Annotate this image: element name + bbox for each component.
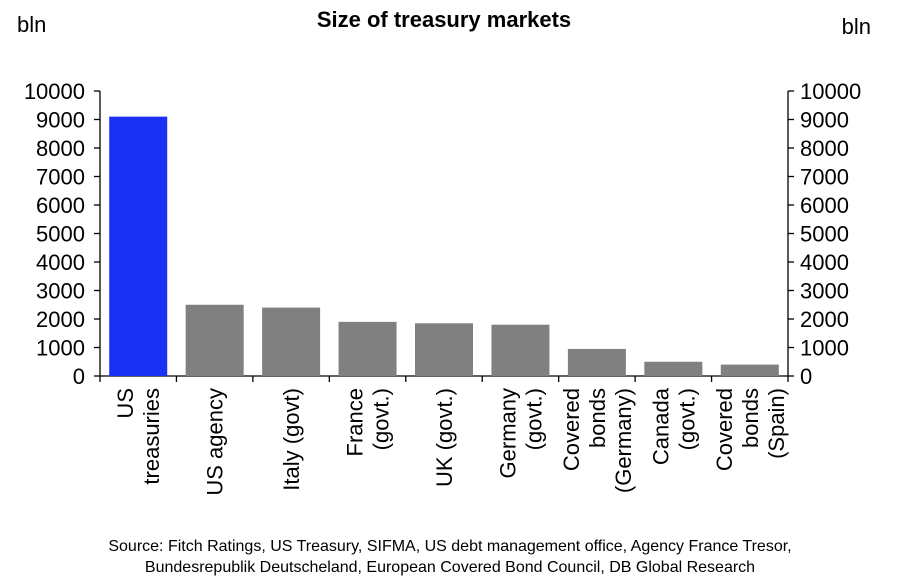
bar-0	[109, 116, 168, 377]
source-line-1: Source: Fitch Ratings, US Treasury, SIFM…	[108, 538, 792, 555]
category-label-8: Coveredbonds(Spain)	[712, 388, 789, 471]
y-tick-label-right: 7000	[800, 165, 849, 190]
bar-1	[185, 304, 244, 376]
category-label-line: US agency	[203, 388, 228, 496]
category-label-0: UStreasuries	[113, 388, 164, 485]
category-label-line: Italy (govt)	[279, 388, 304, 491]
y-tick-label-left: 4000	[36, 250, 85, 275]
category-label-3: France(govt.)	[343, 388, 394, 456]
y-tick-label-right: 0	[800, 364, 812, 389]
category-label-line: Covered	[712, 388, 737, 471]
category-label-line: bonds	[585, 388, 610, 448]
bar-chart: Size of treasury markets bln bln 0 0 1000 1…	[17, 7, 871, 496]
category-label-line: UK (govt.)	[432, 388, 457, 487]
right-axis-unit: bln	[842, 14, 871, 39]
y-tick-label-right: 5000	[800, 222, 849, 247]
bar-8	[720, 364, 779, 376]
category-label-line: France	[343, 388, 368, 456]
category-label-2: Italy (govt)	[279, 388, 304, 491]
y-tick-label-left: 7000	[36, 165, 85, 190]
category-label-line: US	[113, 388, 138, 419]
y-tick-label-left: 0	[73, 364, 85, 389]
y-tick-label-left: 2000	[36, 307, 85, 332]
y-tick-label-right: 10000	[800, 79, 861, 104]
category-label-line: bonds	[738, 388, 763, 448]
source-note: Source: Fitch Ratings, US Treasury, SIFM…	[0, 536, 900, 578]
category-label-6: Coveredbonds(Germany)	[559, 388, 636, 493]
y-tick-label-right: 2000	[800, 307, 849, 332]
source-line-2: Bundesrepublik Deutscheland, European Co…	[144, 559, 756, 576]
category-label-line: (govt.)	[521, 388, 546, 450]
category-label-line: (Spain)	[764, 388, 789, 459]
y-tick-label-right: 3000	[800, 279, 849, 304]
y-tick-label-left: 8000	[36, 136, 85, 161]
y-tick-label-left: 5000	[36, 222, 85, 247]
y-tick-label-right: 8000	[800, 136, 849, 161]
category-label-4: UK (govt.)	[432, 388, 457, 487]
left-axis-unit: bln	[17, 12, 46, 37]
bar-3	[338, 321, 397, 376]
category-label-line: Canada	[648, 387, 673, 465]
y-tick-label-left: 6000	[36, 193, 85, 218]
category-label-line: Covered	[559, 388, 584, 471]
y-tick-label-left: 9000	[36, 108, 85, 133]
category-label-7: Canada(govt.)	[648, 387, 699, 465]
plot-area: 0 0 1000 1000 2000 2000 3000 3000 4000 4000 5000 50…	[24, 79, 861, 496]
y-tick-label-left: 10000	[24, 79, 85, 104]
y-tick-label-left: 1000	[36, 336, 85, 361]
y-tick-label-left: 3000	[36, 279, 85, 304]
bar-4	[415, 323, 473, 376]
bar-6	[567, 348, 626, 376]
y-tick-label-right: 4000	[800, 250, 849, 275]
y-tick-label-right: 1000	[800, 336, 849, 361]
category-label-1: US agency	[203, 388, 228, 496]
bar-2	[262, 307, 321, 376]
category-label-line: (govt.)	[369, 388, 394, 450]
category-label-line: (Germany)	[611, 388, 636, 493]
category-label-line: (govt.)	[674, 388, 699, 450]
category-label-line: Germany	[495, 388, 520, 478]
bar-7	[644, 361, 703, 376]
category-label-line: treasuries	[139, 388, 164, 485]
chart-title: Size of treasury markets	[317, 7, 571, 32]
bar-5	[491, 324, 550, 376]
y-tick-label-right: 9000	[800, 108, 849, 133]
category-label-5: Germany(govt.)	[495, 388, 546, 478]
y-tick-label-right: 6000	[800, 193, 849, 218]
